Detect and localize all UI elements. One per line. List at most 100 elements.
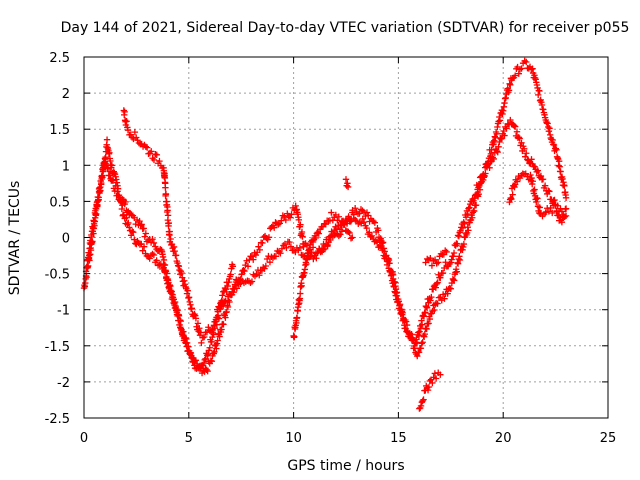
data-point [530,162,537,170]
data-point [124,126,132,134]
data-point [178,269,185,277]
data-point [420,396,427,403]
data-point [399,309,406,316]
data-point [132,220,139,228]
data-point [515,70,522,77]
data-point [559,175,566,183]
data-point [553,146,560,154]
data-point [416,328,423,335]
data-point [363,224,370,232]
data-point [263,255,271,263]
data-point [482,170,489,177]
data-point [424,255,431,263]
data-point [549,209,556,217]
data-point [437,371,444,378]
data-point [259,239,266,247]
data-point [402,318,410,325]
data-point [303,242,311,249]
data-point [454,240,461,248]
data-point [218,297,225,305]
y-tick-label: 2 [62,87,70,102]
data-point [297,290,304,297]
data-point [537,172,545,180]
data-point [450,253,457,260]
data-point [444,290,451,297]
data-point [211,348,218,356]
data-points [80,57,570,412]
data-point [225,278,232,286]
data-point [459,224,467,232]
data-point [429,379,436,387]
data-point [472,201,480,209]
data-point [288,211,295,218]
x-axis-label: GPS time / hours [287,458,404,474]
data-point [437,274,444,281]
y-tick-label: 0.5 [49,195,70,210]
data-point [306,246,314,253]
y-tick-label: -1 [57,304,70,319]
data-point [283,244,290,252]
data-point [439,269,447,277]
data-point [541,182,549,189]
data-point [347,235,355,242]
data-point [466,204,473,211]
data-point [371,219,379,226]
data-point [109,177,117,184]
data-point [531,186,538,193]
data-point [91,218,98,225]
data-point [552,201,559,208]
data-point [372,237,380,245]
data-point [472,191,480,198]
data-point [188,305,196,312]
data-point [434,279,441,286]
data-point [200,333,208,341]
data-point [170,243,178,251]
data-point [83,264,91,271]
data-point [403,321,411,329]
data-point [413,339,421,346]
data-point [486,164,493,172]
data-point [298,282,305,289]
data-point [293,314,301,321]
data-point [236,277,243,284]
data-point [312,234,320,242]
data-point [344,180,351,187]
data-point [321,245,329,253]
data-point [180,328,187,335]
data-point [94,201,101,209]
data-point [418,340,425,347]
data-point [427,297,434,304]
data-point [520,145,528,153]
data-point [95,194,102,201]
data-point [219,292,226,299]
data-point [456,256,464,264]
data-point [422,309,429,316]
y-tick-label: 1 [62,159,70,174]
data-point [508,195,515,203]
data-point [206,344,213,351]
data-point [146,255,153,262]
data-point [140,225,147,232]
data-point [122,198,129,206]
data-point [450,277,458,284]
data-point [446,284,453,292]
data-point [202,355,209,362]
data-point [487,158,494,166]
data-point [551,196,558,204]
data-point [465,205,472,212]
data-point [150,156,158,164]
data-point [339,219,347,226]
data-point [493,147,501,155]
data-point [248,253,256,260]
data-point [272,253,280,260]
data-point [266,259,274,266]
data-point [417,325,425,332]
data-point [408,331,415,338]
data-point [396,301,404,308]
data-point [271,224,278,231]
data-point [125,219,132,227]
data-point [153,151,160,159]
data-point [426,315,434,323]
data-point [529,178,536,185]
data-point [495,143,502,151]
